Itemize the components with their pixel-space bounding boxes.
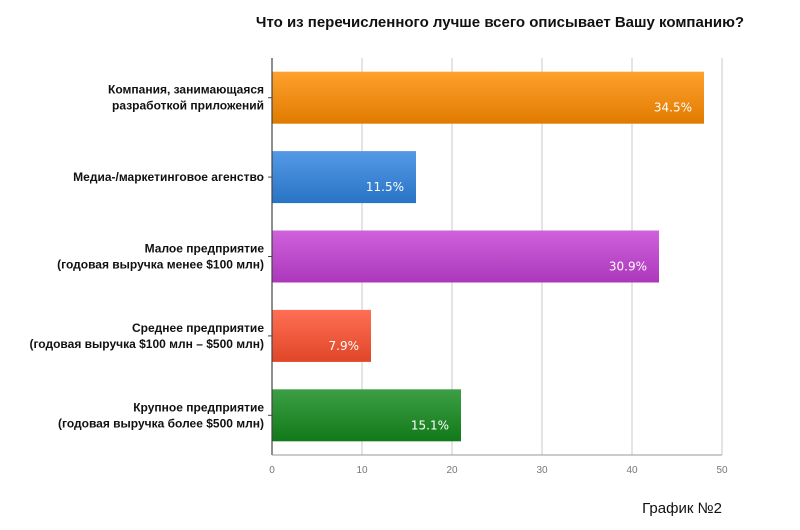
bar-2 (272, 230, 659, 283)
data-label: 11.5% (366, 180, 404, 194)
x-tick-label: 30 (536, 465, 548, 476)
data-label: 34.5% (654, 101, 692, 115)
x-tick-label: 20 (446, 465, 458, 476)
category-labels: Компания, занимающаяся разработкой прилож… (29, 83, 264, 431)
bar-3 (272, 309, 371, 362)
category-label: Медиа-/маркетинговое агенство (73, 170, 264, 184)
bar-1 (272, 151, 416, 204)
data-label: 30.9% (609, 260, 647, 274)
chart-title: Что из перечисленного лучше всего описыв… (255, 14, 745, 31)
figure-caption: График №2 (642, 500, 722, 517)
bars: 34.5% 11.5% 30.9% 7.9% 15.1% (272, 71, 704, 442)
category-label: Компания, занимающаяся разработкой прилож… (108, 83, 264, 113)
x-tick-label: 40 (626, 465, 638, 476)
bar-4 (272, 389, 461, 442)
x-tick-label: 10 (356, 465, 368, 476)
axes: 0 10 20 30 40 50 (268, 58, 728, 476)
x-tick-label: 50 (716, 465, 728, 476)
category-label: Малое предприятие (годовая выручка менее … (57, 242, 264, 272)
bar-0 (272, 71, 704, 124)
x-tick-label: 0 (269, 465, 275, 476)
category-label: Крупное предприятие (годовая выручка боле… (58, 400, 264, 430)
data-label: 15.1% (411, 418, 449, 432)
category-label: Среднее предприятие (годовая выручка $100… (29, 321, 264, 351)
data-label: 7.9% (329, 339, 360, 353)
